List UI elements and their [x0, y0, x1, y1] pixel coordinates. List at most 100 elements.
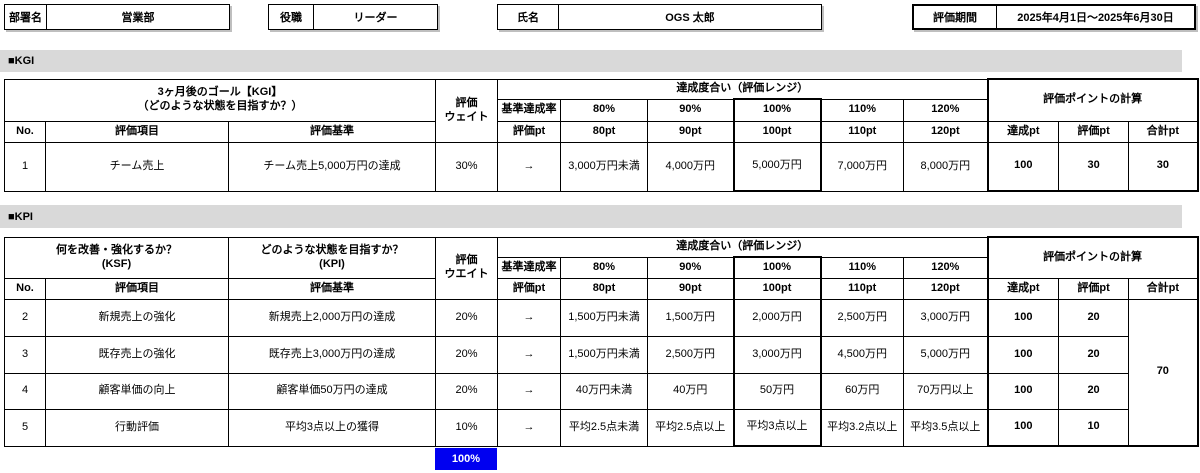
kpi-totalpt-header: 合計pt — [1128, 277, 1199, 300]
kgi-rate-90: 90% — [647, 98, 735, 122]
name-label: 氏名 — [498, 5, 559, 29]
name-box: 氏名 OGS 太郎 — [497, 4, 822, 30]
kpi-calc-title: 評価ポイントの計算 — [986, 236, 1199, 279]
kgi-row-total-pt: 30 — [1128, 141, 1199, 192]
kpi-row-r90: 平均2.5点以上 — [647, 408, 734, 447]
kpi-base-rate-header: 基準達成率 — [497, 256, 561, 279]
kpi-row-item: 顧客単価の向上 — [45, 372, 229, 410]
kpi-row-achieve-pt: 100 — [986, 298, 1060, 337]
kpi-row-r110: 60万円 — [820, 372, 904, 410]
kpi-row-achieve-pt: 100 — [986, 408, 1060, 447]
kpi-row-r100: 50万円 — [732, 372, 822, 410]
kgi-base-rate-header: 基準達成率 — [497, 98, 562, 122]
kgi-weight-header: 評価 ウェイト — [435, 78, 499, 143]
kpi-row-r80: 1,500万円未満 — [560, 298, 648, 337]
kpi-row-item: 新規売上の強化 — [45, 298, 229, 337]
kpi-goal-line1: どのような状態を目指すか？ — [260, 243, 404, 256]
kgi-pt-100: 100pt — [732, 120, 822, 143]
kpi-row-no: 4 — [4, 372, 46, 410]
kgi-row-no: 1 — [4, 141, 46, 192]
kgi-criteria-header: 評価基準 — [227, 120, 437, 143]
kpi-goal-header: どのような状態を目指すか？ (KPI) — [228, 236, 436, 279]
department-value: 営業部 — [121, 12, 155, 24]
kgi-item-header: 評価項目 — [45, 120, 229, 143]
kpi-row-r120: 5,000万円 — [902, 335, 989, 374]
kpi-row-r90: 2,500万円 — [647, 335, 734, 374]
kgi-range-title: 達成度合い（評価レンジ） — [497, 78, 989, 100]
kpi-rate-120: 120% — [902, 256, 989, 279]
kpi-rate-90: 90% — [647, 256, 734, 279]
kpi-evalpt-header: 評価pt — [497, 277, 561, 300]
kgi-row-r80: 3,000万円未満 — [560, 141, 649, 192]
evaluation-period-value: 2025年4月1日～2025年6月30日 — [1017, 12, 1174, 24]
kpi-row-eval-pt: 20 — [1058, 298, 1130, 337]
kpi-row-r110: 4,500万円 — [820, 335, 904, 374]
kgi-achievept-header: 達成pt — [986, 120, 1060, 143]
kpi-ksf-header: 何を改善・強化するか？ (KSF) — [4, 236, 229, 279]
kgi-rate-120: 120% — [903, 98, 989, 122]
position-box: 役職 リーダー — [268, 4, 438, 30]
kpi-row-r100: 3,000万円 — [732, 335, 822, 374]
kpi-row-r100: 平均3点以上 — [732, 408, 822, 447]
kgi-row-achieve-pt: 100 — [986, 141, 1060, 192]
kgi-rate-100: 100% — [732, 98, 822, 122]
kgi-weight-line1: 評価 — [455, 96, 478, 109]
kpi-item-header: 評価項目 — [45, 277, 229, 300]
kpi-row-r100: 2,000万円 — [732, 298, 822, 337]
evaluation-period-label: 評価期間 — [914, 6, 997, 28]
kpi-row-criteria: 新規売上2,000万円の達成 — [228, 298, 436, 337]
kpi-row-r90: 1,500万円 — [647, 298, 734, 337]
kgi-table: 3ヶ月後のゴール【KGI】 （どのような状態を目指すか？） 評価 ウェイト 達成… — [3, 78, 1199, 192]
kpi-row-criteria: 既存売上3,000万円の達成 — [228, 335, 436, 374]
kpi-row-arrow: → — [497, 372, 561, 410]
kpi-weight-header: 評価 ウエイト — [435, 236, 498, 300]
kpi-ksf-line2: (KSF) — [101, 257, 132, 270]
kgi-pt-110: 110pt — [820, 120, 905, 143]
kpi-row-r80: 40万円未満 — [560, 372, 648, 410]
kgi-rate-80: 80% — [560, 98, 649, 122]
kpi-row-arrow: → — [497, 408, 561, 447]
kpi-row-r110: 平均3.2点以上 — [820, 408, 904, 447]
kgi-pt-90: 90pt — [647, 120, 735, 143]
kpi-section-band: ■KPI — [0, 205, 1182, 228]
kpi-row-achieve-pt: 100 — [986, 372, 1060, 410]
kpi-row-arrow: → — [497, 335, 561, 374]
kpi-total-merged: 70 — [1128, 298, 1199, 447]
kpi-evalpt2-header: 評価pt — [1058, 277, 1130, 300]
kpi-row-weight: 20% — [435, 372, 498, 410]
kgi-row-item: チーム売上 — [45, 141, 229, 192]
kgi-row-r100: 5,000万円 — [732, 141, 822, 192]
kpi-rate-100: 100% — [732, 256, 822, 279]
kpi-row-r80: 1,500万円未満 — [560, 335, 648, 374]
kgi-row-eval-pt: 30 — [1058, 141, 1130, 192]
position-label: 役職 — [269, 5, 314, 29]
department-label: 部署名 — [5, 5, 47, 29]
kpi-row-no: 2 — [4, 298, 46, 337]
kpi-row-no: 5 — [4, 408, 46, 447]
kgi-row-arrow: → — [497, 141, 562, 192]
kpi-row-weight: 20% — [435, 298, 498, 337]
kpi-row-weight: 10% — [435, 408, 498, 447]
kpi-criteria-header: 評価基準 — [228, 277, 436, 300]
kgi-row-weight: 30% — [435, 141, 499, 192]
kpi-pt-110: 110pt — [820, 277, 904, 300]
name-value: OGS 太郎 — [665, 12, 715, 24]
kpi-row-no: 3 — [4, 335, 46, 374]
kgi-evalpt-header: 評価pt — [497, 120, 562, 143]
kgi-evalpt2-header: 評価pt — [1058, 120, 1130, 143]
kpi-row-criteria: 顧客単価50万円の達成 — [228, 372, 436, 410]
kpi-achievept-header: 達成pt — [986, 277, 1060, 300]
kgi-rate-110: 110% — [820, 98, 905, 122]
kgi-pt-120: 120pt — [903, 120, 989, 143]
kgi-row-criteria: チーム売上5,000万円の達成 — [227, 141, 437, 192]
kgi-goal-line1: 3ヶ月後のゴール【KGI】 — [157, 86, 283, 99]
kpi-row-eval-pt: 20 — [1058, 335, 1130, 374]
kgi-goal-header: 3ヶ月後のゴール【KGI】 （どのような状態を目指すか？） — [3, 78, 437, 122]
kgi-calc-title: 評価ポイントの計算 — [986, 78, 1199, 122]
kpi-row-r120: 70万円以上 — [902, 372, 989, 410]
kgi-goal-line2: （どのような状態を目指すか？） — [137, 100, 303, 112]
kgi-weight-line2: ウェイト — [444, 110, 489, 123]
kpi-table: 何を改善・強化するか？ (KSF) どのような状態を目指すか？ (KPI) 評価… — [4, 236, 1199, 447]
kpi-pt-80: 80pt — [560, 277, 648, 300]
